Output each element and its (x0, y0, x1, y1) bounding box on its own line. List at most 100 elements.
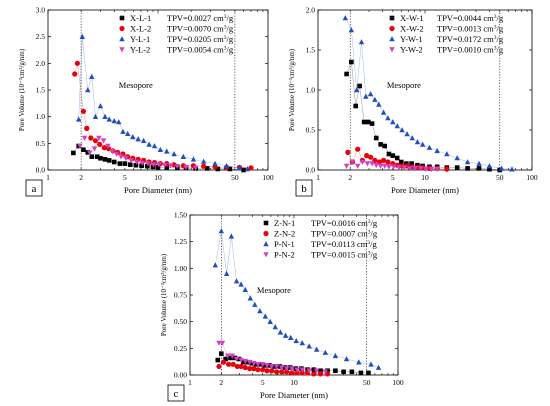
legend-tpv: TPV=0.0205 cm3/g (167, 34, 234, 44)
data-point (244, 359, 250, 365)
legend-tpv-unit: /g (497, 24, 504, 34)
legend-tpv-unit: /g (371, 229, 378, 239)
y-tick-label: 1.50 (174, 211, 187, 220)
x-tick-label: 50 (363, 378, 371, 387)
x-axis-label: Pore Diameter (nm) (391, 185, 459, 195)
data-point (487, 166, 492, 172)
data-point (289, 370, 295, 376)
data-point (146, 141, 152, 147)
panel-label-box (295, 179, 313, 197)
data-point (204, 166, 210, 171)
data-point (381, 163, 388, 169)
data-point (349, 59, 354, 65)
data-point (369, 161, 375, 167)
legend-name: X-L-2 (130, 24, 151, 34)
data-point (97, 103, 104, 109)
data-point (349, 159, 356, 165)
data-point (401, 165, 407, 171)
data-point (230, 361, 236, 367)
panel-label-box (25, 179, 43, 197)
data-point (260, 367, 266, 373)
data-point (223, 270, 230, 276)
x-tick-label: 50 (231, 173, 239, 182)
legend-tpv-sup: 3 (368, 251, 371, 257)
legend-tpv: TPV=0.0054 cm3/g (167, 45, 234, 55)
x-tick-label: 5 (123, 173, 127, 182)
data-point (404, 131, 410, 137)
data-point (345, 149, 351, 155)
data-point (116, 119, 122, 125)
data-point (228, 355, 233, 361)
data-point (434, 147, 440, 154)
data-point (366, 370, 371, 376)
data-point (145, 163, 150, 169)
data-point (255, 362, 261, 368)
legend-tpv-unit: /g (371, 250, 378, 260)
data-point (180, 153, 187, 159)
legend-tpv-unit: /g (370, 239, 377, 249)
data-point (253, 362, 259, 367)
data-point (375, 364, 382, 370)
legend-name: X-W-2 (400, 24, 424, 34)
data-point (279, 369, 285, 375)
data-point (106, 116, 112, 122)
data-point (77, 143, 83, 149)
data-point (242, 364, 248, 371)
data-point (133, 159, 140, 165)
chart-panel-c: 0.00 0.25 0.50 0.75 1.00 1.25 1.50 1 2 5 10 50 100 Po… (160, 211, 404, 402)
panel-label: b (301, 183, 307, 195)
data-point (215, 166, 221, 172)
data-point (444, 151, 450, 157)
legend-tpv-sup: 3 (494, 46, 497, 52)
data-point (223, 162, 230, 169)
data-point (306, 343, 312, 349)
data-point (249, 360, 254, 366)
x-tick-label: 50 (496, 173, 504, 182)
legend: X-W-1 TPV=0.0044 cm3/gX-W-2 TPV=0.0013 cm3… (389, 13, 504, 55)
legend-tpv-value: TPV=0.0013 cm (437, 24, 494, 34)
data-point (124, 130, 131, 137)
y-tick-label: 1.00 (174, 264, 187, 273)
mesopore-annotation: Mesopore (387, 80, 421, 90)
y-tick-label: 0.00 (174, 371, 187, 380)
data-point (102, 113, 108, 119)
legend-name: X-L-1 (130, 13, 151, 23)
data-point (343, 356, 350, 362)
data-point (273, 364, 280, 370)
data-point (252, 301, 258, 307)
legend-marker (389, 25, 395, 32)
legend-name: X-W-1 (400, 13, 424, 23)
legend-name: Y-W-2 (400, 45, 423, 55)
y-tick-label: 1.0 (306, 86, 316, 95)
data-point (273, 369, 280, 375)
data-point (98, 155, 103, 161)
data-point (358, 370, 364, 376)
data-point (238, 363, 244, 370)
data-point (293, 337, 299, 344)
legend-tpv: TPV=0.0016 cm3/g (311, 218, 378, 228)
data-point (355, 146, 361, 152)
data-point (128, 162, 133, 167)
data-point (135, 136, 141, 142)
data-point (192, 165, 199, 171)
data-point (434, 166, 440, 173)
data-point (391, 164, 397, 170)
x-tick-label: 100 (526, 173, 538, 182)
legend-tpv: TPV=0.0013 cm3/g (437, 24, 504, 34)
legend-marker (263, 241, 269, 247)
data-point (264, 363, 270, 369)
data-point (357, 83, 362, 89)
data-point (364, 161, 371, 167)
legend-tpv-sup: 3 (494, 14, 497, 20)
data-point (348, 27, 355, 33)
data-point (311, 367, 317, 372)
data-point (236, 356, 242, 362)
data-point (92, 138, 99, 144)
data-point (311, 371, 317, 377)
data-point (251, 366, 257, 372)
y-tick-label: 1.5 (36, 86, 46, 95)
data-point (111, 118, 117, 124)
series-line (79, 137, 196, 169)
data-point (382, 143, 387, 149)
y-axis-label: Pore Volume (10⁻³cm³/g/nm) (288, 48, 296, 131)
